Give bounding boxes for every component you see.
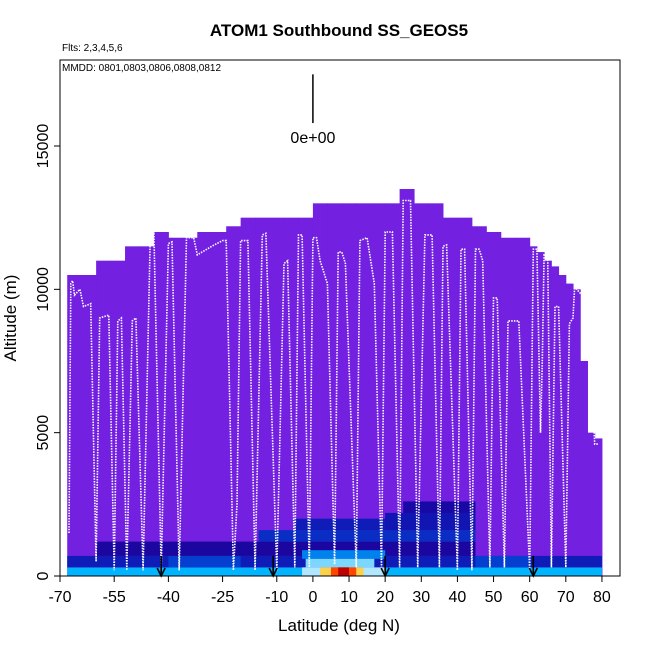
altitude-column: [298, 217, 314, 576]
altitude-column: [81, 275, 97, 576]
altitude-column: [153, 232, 169, 576]
altitude-column: [255, 217, 271, 576]
y-axis-label: Altitude (m): [1, 275, 20, 362]
y-tick-label: 10000: [35, 267, 52, 312]
altitude-column: [327, 203, 343, 576]
flight-track-line: [68, 199, 599, 571]
altitude-column: [515, 237, 531, 576]
concentration-cell: [475, 555, 530, 568]
altitude-column: [226, 226, 242, 576]
altitude-column: [471, 226, 487, 576]
altitude-column: [580, 361, 588, 576]
altitude-column: [544, 260, 552, 576]
colorbar-marker-label: 0e+00: [290, 130, 335, 147]
altitude-column: [551, 266, 560, 576]
concentration-cells: [67, 501, 602, 576]
altitude-column: [573, 289, 581, 576]
concentration-cell: [258, 530, 476, 542]
concentration-cell: [302, 550, 386, 559]
x-tick-label: 40: [449, 589, 467, 606]
x-tick-label: -70: [48, 589, 71, 606]
flights-label: Flts: 2,3,4,5,6: [62, 43, 123, 54]
concentration-cell: [294, 518, 404, 531]
altitude-column: [370, 203, 386, 576]
plot-frame: [59, 59, 621, 577]
x-tick-label: 60: [521, 589, 539, 606]
x-tick-label: -55: [103, 589, 126, 606]
x-tick-label: 30: [412, 589, 430, 606]
y-tick-label: 5000: [35, 415, 52, 451]
concentration-cell: [385, 512, 476, 531]
altitude-column: [197, 232, 213, 576]
concentration-cell: [96, 541, 476, 556]
altitude-column: [182, 237, 198, 576]
y-axis: 0 5000 10000 15000: [35, 124, 60, 580]
altitude-column: [500, 237, 516, 576]
altitude-column: [211, 232, 227, 576]
altitude-column: [565, 283, 574, 576]
altitude-column: [269, 217, 285, 576]
x-tick-label: -10: [265, 589, 288, 606]
concentration-cell: [305, 558, 375, 568]
altitude-column: [240, 217, 256, 576]
altitude-column: [587, 432, 596, 576]
x-tick-label: 70: [557, 589, 575, 606]
altitude-column: [457, 217, 473, 576]
x-axis: -70 -55 -40 -25 -10 0 10 20 30 40 50 60 70 80: [48, 576, 611, 606]
altitude-column: [399, 189, 415, 576]
x-tick-label: -40: [157, 589, 180, 606]
altitude-column: [594, 438, 603, 576]
x-tick-label: 20: [376, 589, 394, 606]
y-tick-label: 0: [35, 571, 52, 580]
dates-label: MMDD: 0801,0803,0806,0808,0812: [62, 63, 221, 74]
chart-title: ATOM1 Southbound SS_GEOS5: [210, 21, 468, 40]
altitude-column: [67, 275, 83, 576]
altitude-column: [442, 217, 458, 576]
altitude-column: [529, 246, 538, 576]
x-axis-label: Latitude (deg N): [278, 616, 400, 635]
x-tick-label: 50: [485, 589, 503, 606]
altitude-column: [312, 203, 328, 576]
flight-track: [68, 199, 599, 571]
altitude-column: [414, 203, 430, 576]
x-tick-label: 0: [308, 589, 317, 606]
concentration-cell: [338, 567, 350, 576]
x-tick-label: -25: [211, 589, 234, 606]
x-tick-label: 80: [593, 589, 611, 606]
x-tick-label: 10: [340, 589, 358, 606]
y-tick-label: 15000: [35, 124, 52, 169]
concentration-cell: [168, 555, 241, 568]
altitude-column: [385, 203, 401, 576]
